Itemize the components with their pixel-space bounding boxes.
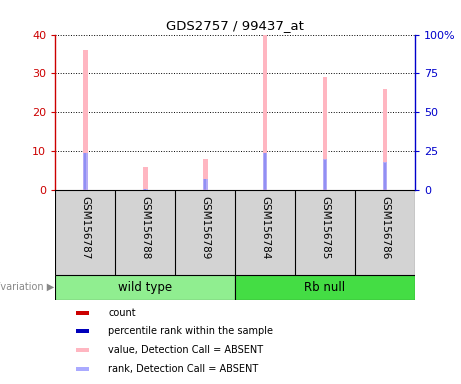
Text: GSM156787: GSM156787	[80, 196, 90, 259]
Bar	[84, 153, 87, 190]
Title: GDS2757 / 99437_at: GDS2757 / 99437_at	[166, 19, 304, 32]
Text: wild type: wild type	[118, 281, 172, 293]
Bar	[76, 311, 89, 315]
Bar	[263, 153, 267, 190]
Text: genotype/variation ▶: genotype/variation ▶	[0, 282, 54, 292]
Bar	[264, 153, 266, 190]
Bar	[235, 275, 415, 300]
Bar	[383, 89, 387, 190]
Bar	[55, 275, 235, 300]
Bar	[83, 153, 88, 190]
Bar	[84, 189, 87, 190]
Bar	[203, 179, 207, 190]
Bar	[263, 35, 267, 190]
Text: GSM156784: GSM156784	[260, 196, 270, 259]
Bar	[384, 163, 386, 190]
Text: count: count	[108, 308, 136, 318]
Bar	[76, 348, 89, 352]
Bar	[383, 162, 387, 190]
Text: rank, Detection Call = ABSENT: rank, Detection Call = ABSENT	[108, 364, 258, 374]
Text: percentile rank within the sample: percentile rank within the sample	[108, 326, 273, 336]
Text: GSM156789: GSM156789	[200, 196, 210, 259]
Bar	[83, 50, 88, 190]
Bar	[76, 329, 89, 333]
Text: value, Detection Call = ABSENT: value, Detection Call = ABSENT	[108, 345, 263, 355]
Text: GSM156788: GSM156788	[140, 196, 150, 259]
Text: GSM156785: GSM156785	[320, 196, 330, 259]
Bar	[324, 160, 326, 190]
Text: Rb null: Rb null	[304, 281, 346, 293]
Bar	[323, 77, 327, 190]
Bar	[264, 189, 266, 190]
Bar	[323, 159, 327, 190]
Bar	[384, 189, 386, 190]
Bar	[204, 189, 207, 190]
Bar	[143, 189, 148, 190]
Bar	[144, 189, 147, 190]
Text: GSM156786: GSM156786	[380, 196, 390, 259]
Bar	[203, 159, 207, 190]
Bar	[204, 179, 207, 190]
Bar	[324, 189, 326, 190]
Bar	[76, 367, 89, 371]
Bar	[143, 167, 148, 190]
